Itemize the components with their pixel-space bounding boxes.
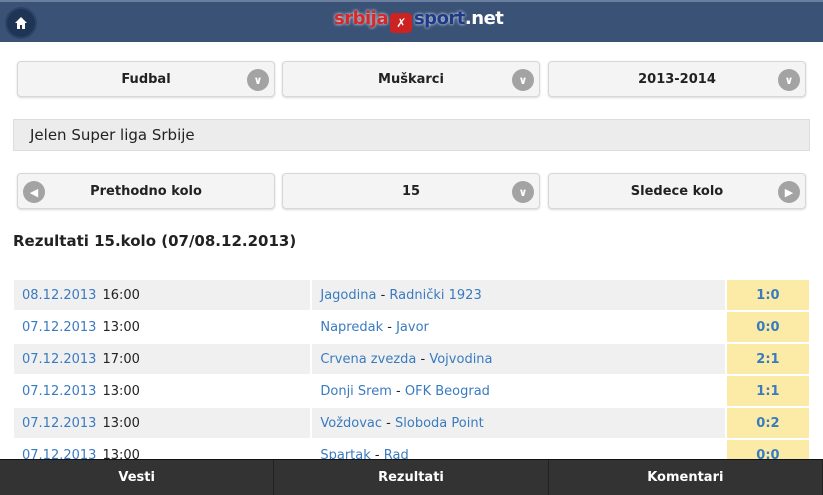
away-team-link[interactable]: Javor [396, 319, 429, 335]
previous-round-button[interactable]: ◀ Prethodno kolo [17, 173, 275, 209]
match-score[interactable]: 1:1 [724, 376, 809, 408]
match-teams: Donji Srem - OFK Beograd [310, 376, 725, 408]
match-datetime: 07.12.2013 13:00 [14, 376, 311, 408]
sport-select[interactable]: Fudbal ∨ [17, 61, 275, 97]
home-team-link[interactable]: Jagodina [320, 287, 377, 303]
home-team-link[interactable]: Napredak [320, 319, 384, 335]
match-date-link[interactable]: 07.12.2013 [22, 319, 97, 335]
home-team-link[interactable]: Donji Srem [320, 383, 392, 399]
match-score[interactable]: 2:1 [724, 344, 809, 376]
match-score[interactable]: 0:2 [724, 408, 809, 440]
match-time: 13:00 [102, 383, 140, 399]
away-team-link[interactable]: OFK Beograd [404, 383, 490, 399]
match-date-link[interactable]: 08.12.2013 [22, 287, 97, 303]
arrow-right-icon: ▶ [778, 181, 800, 203]
match-datetime: 07.12.2013 17:00 [14, 344, 311, 376]
results-table: 08.12.2013 16:00 Jagodina - Radnički 1923… [14, 280, 809, 472]
match-time: 13:00 [102, 319, 140, 335]
logo-mark-icon: ✗ [389, 13, 412, 33]
arrow-left-icon: ◀ [23, 181, 45, 203]
logo[interactable]: srbija ✗ sport.net [334, 8, 504, 33]
home-team-link[interactable]: Voždovac [320, 415, 383, 431]
match-score[interactable]: 1:0 [724, 280, 809, 312]
home-icon [15, 17, 27, 29]
match-time: 13:00 [102, 447, 140, 463]
season-select[interactable]: 2013-2014 ∨ [548, 61, 806, 97]
match-datetime: 08.12.2013 16:00 [14, 280, 311, 312]
table-row: 07.12.2013 13:00 Napredak - Javor 0:0 [14, 312, 809, 344]
away-team-link[interactable]: Rad [383, 447, 409, 463]
chevron-down-icon: ∨ [247, 69, 269, 91]
header: srbija ✗ sport.net [0, 0, 823, 42]
home-button[interactable] [7, 9, 35, 37]
round-select[interactable]: 15 ∨ [282, 173, 540, 209]
match-date-link[interactable]: 07.12.2013 [22, 383, 97, 399]
match-time: 17:00 [102, 351, 140, 367]
results-title: Rezultati 15.kolo (07/08.12.2013) [13, 232, 297, 250]
nav-comments[interactable]: Komentari [549, 460, 823, 495]
chevron-down-icon: ∨ [512, 181, 534, 203]
match-date-link[interactable]: 07.12.2013 [22, 415, 97, 431]
match-datetime: 07.12.2013 13:00 [14, 408, 311, 440]
gender-select[interactable]: Muškarci ∨ [282, 61, 540, 97]
match-teams: Voždovac - Sloboda Point [310, 408, 725, 440]
chevron-down-icon: ∨ [778, 69, 800, 91]
next-round-button[interactable]: Sledece kolo ▶ [548, 173, 806, 209]
nav-news[interactable]: Vesti [0, 460, 275, 495]
table-row: 07.12.2013 13:00 Donji Srem - OFK Beograd… [14, 376, 809, 408]
match-datetime: 07.12.2013 13:00 [14, 312, 311, 344]
table-row: 07.12.2013 17:00 Crvena zvezda - Vojvodin… [14, 344, 809, 376]
table-row: 07.12.2013 13:00 Voždovac - Sloboda Point… [14, 408, 809, 440]
away-team-link[interactable]: Vojvodina [429, 351, 493, 367]
match-date-link[interactable]: 07.12.2013 [22, 447, 97, 463]
nav-results[interactable]: Rezultati [274, 460, 549, 495]
home-team-link[interactable]: Crvena zvezda [320, 351, 417, 367]
bottom-nav: Vesti Rezultati Komentari [0, 459, 823, 495]
table-row: 08.12.2013 16:00 Jagodina - Radnički 1923… [14, 280, 809, 312]
match-teams: Crvena zvezda - Vojvodina [310, 344, 725, 376]
match-time: 13:00 [102, 415, 140, 431]
away-team-link[interactable]: Radnički 1923 [389, 287, 482, 303]
home-team-link[interactable]: Spartak [320, 447, 371, 463]
match-teams: Jagodina - Radnički 1923 [310, 280, 725, 312]
match-teams: Napredak - Javor [310, 312, 725, 344]
match-time: 16:00 [102, 287, 140, 303]
league-title: Jelen Super liga Srbije [13, 119, 810, 151]
match-date-link[interactable]: 07.12.2013 [22, 351, 97, 367]
match-score[interactable]: 0:0 [724, 312, 809, 344]
away-team-link[interactable]: Sloboda Point [395, 415, 484, 431]
chevron-down-icon: ∨ [512, 69, 534, 91]
